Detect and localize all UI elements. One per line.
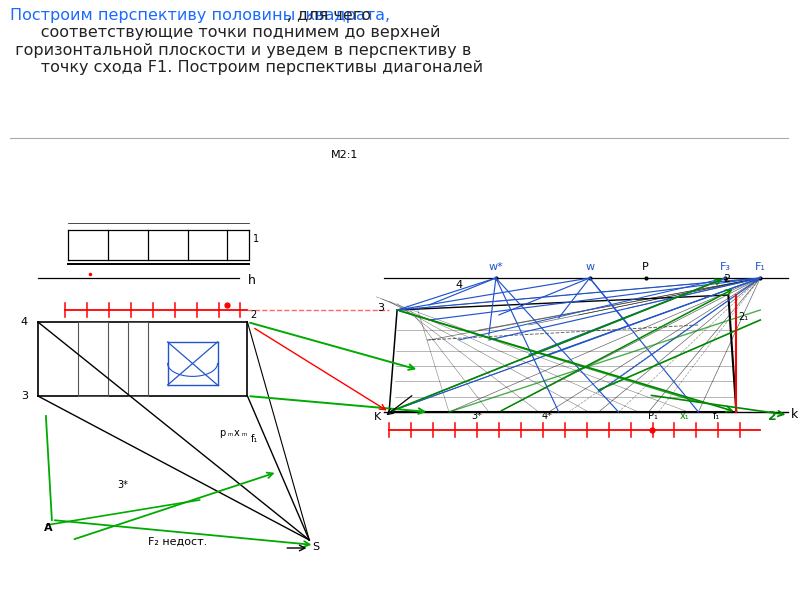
Text: x₁: x₁: [680, 411, 690, 421]
Text: 3*: 3*: [118, 480, 129, 490]
Text: 1: 1: [254, 234, 259, 244]
Text: P₁: P₁: [647, 411, 658, 421]
Text: ₘ: ₘ: [242, 429, 246, 438]
Text: P: P: [642, 262, 649, 272]
Text: 3: 3: [377, 303, 384, 313]
Text: F₁: F₁: [755, 262, 766, 272]
Text: F₂ недост.: F₂ недост.: [148, 537, 207, 547]
Text: 2: 2: [250, 310, 257, 320]
Text: Построим перспективу половины  квадрата,: Построим перспективу половины квадрата,: [10, 8, 390, 23]
Text: 4: 4: [455, 280, 462, 290]
Text: x: x: [234, 428, 239, 438]
Text: 2: 2: [768, 410, 777, 423]
Text: w*: w*: [489, 262, 503, 272]
Text: ₘ: ₘ: [227, 429, 233, 438]
Text: 3: 3: [21, 391, 28, 401]
Text: A: A: [44, 523, 53, 533]
Text: F₃: F₃: [720, 262, 731, 272]
Text: 4*: 4*: [542, 411, 552, 421]
Text: K: K: [374, 412, 381, 422]
Text: h: h: [247, 274, 255, 286]
Text: 2₁: 2₁: [738, 312, 749, 322]
Text: 3*: 3*: [471, 411, 482, 421]
Text: 2: 2: [722, 274, 730, 284]
Text: 4: 4: [21, 317, 28, 327]
Text: w: w: [585, 262, 594, 272]
Text: , для чего
      соответствующие точки поднимем до верхней
 горизонтальной плоск: , для чего соответствующие точки подниме…: [10, 8, 483, 75]
Text: f₁: f₁: [250, 434, 258, 444]
Text: М2:1: М2:1: [330, 150, 358, 160]
Text: k: k: [791, 407, 798, 421]
Text: p: p: [219, 428, 226, 438]
Text: f₁: f₁: [713, 411, 720, 421]
Text: S: S: [312, 542, 319, 552]
